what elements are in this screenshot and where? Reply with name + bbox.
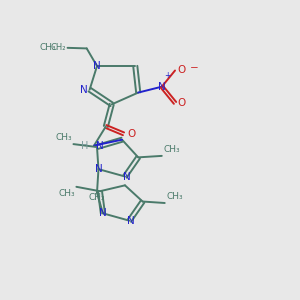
Text: O: O xyxy=(127,129,135,139)
Text: N: N xyxy=(123,172,130,182)
Text: CH₃: CH₃ xyxy=(58,189,75,198)
Text: +: + xyxy=(164,71,170,80)
Text: CH₂: CH₂ xyxy=(51,43,66,52)
Text: CH₂: CH₂ xyxy=(89,194,105,202)
Text: N: N xyxy=(127,216,135,226)
Text: O: O xyxy=(177,98,186,108)
Text: −: − xyxy=(190,63,199,73)
Text: N: N xyxy=(95,141,103,151)
Text: N: N xyxy=(99,208,107,218)
Text: N: N xyxy=(94,164,102,174)
Text: CH₃: CH₃ xyxy=(163,145,180,154)
Text: H: H xyxy=(81,141,89,151)
Text: N: N xyxy=(80,85,88,94)
Text: CH₃: CH₃ xyxy=(166,192,183,201)
Text: N: N xyxy=(93,61,101,71)
Text: N: N xyxy=(158,82,166,92)
Text: CH₃: CH₃ xyxy=(55,133,72,142)
Text: CH₃: CH₃ xyxy=(40,43,56,52)
Text: O: O xyxy=(177,65,186,76)
